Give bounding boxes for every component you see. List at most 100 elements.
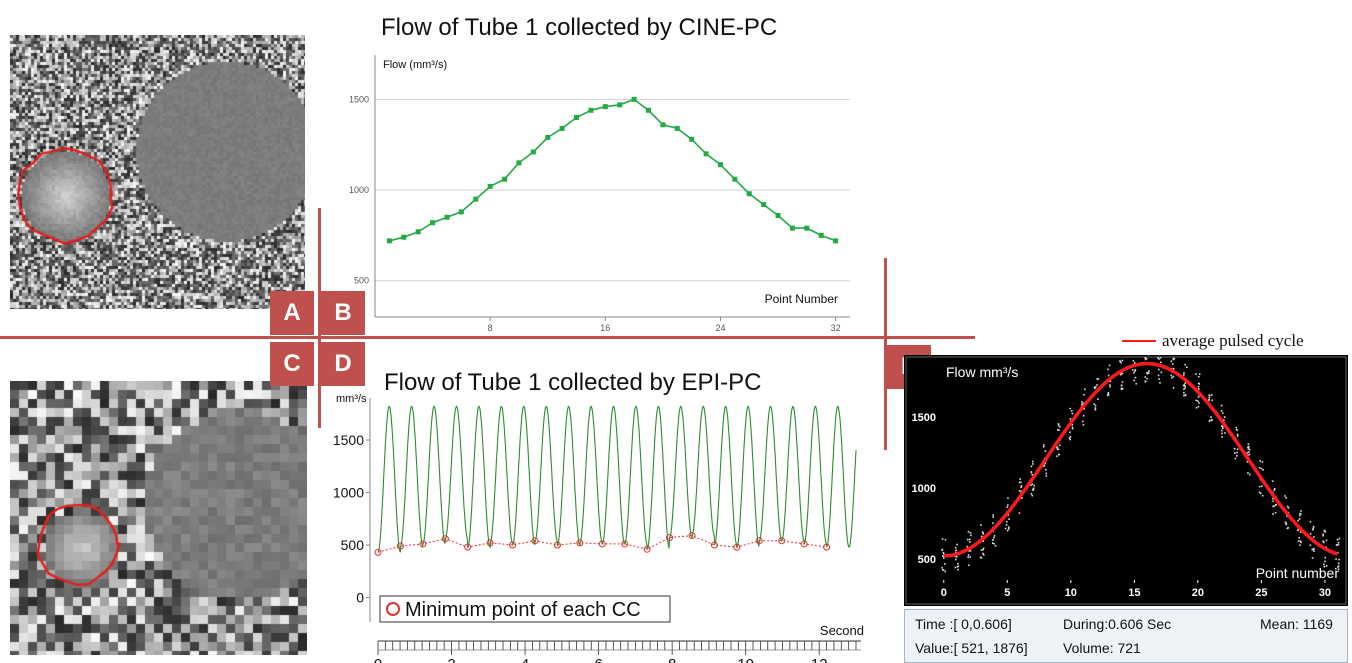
scatter-point (1195, 406, 1198, 409)
scatter-point (1246, 460, 1249, 463)
scatter-point (1059, 444, 1061, 447)
data-point (746, 191, 752, 197)
scatter-point (1262, 469, 1264, 471)
data-point (502, 176, 508, 182)
scatter-point (1285, 497, 1288, 499)
scatter-point (968, 564, 970, 567)
scatter-point (956, 543, 958, 546)
scatter-point (1338, 537, 1341, 540)
mri-image-a (10, 35, 305, 309)
scatter-point (1134, 370, 1136, 372)
scatter-point (957, 562, 959, 565)
scatter-point (1184, 387, 1186, 389)
scatter-point (992, 522, 994, 524)
data-point (386, 238, 392, 244)
scatter-point (1172, 363, 1174, 365)
scatter-point (1236, 448, 1239, 451)
scatter-point (1335, 558, 1337, 560)
scatter-point (1211, 399, 1213, 402)
scatter-point (991, 539, 994, 541)
data-point (602, 104, 608, 110)
scatter-point (1032, 489, 1035, 491)
scatter-point (1106, 394, 1109, 397)
x-axis-label: Point Number (765, 292, 838, 306)
scatter-point (1170, 376, 1173, 379)
scatter-point (941, 555, 944, 557)
scatter-point (1058, 453, 1060, 456)
min-point-marker (733, 543, 741, 551)
scatter-point (1324, 531, 1327, 533)
scatter-point (982, 532, 985, 535)
min-point-marker (486, 539, 494, 547)
scatter-point (991, 542, 994, 544)
scatter-point (968, 538, 971, 541)
scatter-point (1285, 522, 1288, 525)
scatter-point (1197, 385, 1200, 388)
scatter-point (980, 549, 983, 551)
x-tick-label: 4 (521, 656, 529, 663)
scatter-point (1020, 486, 1022, 489)
data-point (674, 125, 680, 131)
scatter-point (1311, 548, 1314, 551)
scatter-point (955, 549, 957, 552)
scatter-point (1261, 461, 1264, 463)
scatter-point (1272, 497, 1274, 500)
scatter-point (1312, 525, 1315, 528)
data-point (530, 149, 536, 155)
min-point-marker (374, 548, 382, 556)
scatter-point (1311, 557, 1314, 559)
scatter-point (1081, 401, 1083, 403)
scatter-point (954, 566, 957, 569)
data-point (703, 151, 709, 157)
scatter-point (1071, 423, 1074, 426)
chart-b-title: Flow of Tube 1 collected by CINE-PC (381, 14, 778, 41)
scatter-point (1121, 372, 1124, 375)
scatter-point (967, 556, 969, 559)
scatter-point (1097, 398, 1099, 400)
min-point-marker (621, 540, 629, 548)
scatter-point (1221, 432, 1223, 435)
scatter-point (1183, 374, 1185, 376)
scatter-point (1007, 527, 1010, 530)
x-tick-label: 16 (600, 323, 610, 333)
scatter-point (1032, 487, 1035, 490)
scatter-point (1198, 373, 1201, 375)
panel-label-b: B (321, 291, 365, 335)
scatter-point (1183, 394, 1185, 397)
scatter-point (1286, 505, 1289, 508)
scatter-point (1158, 358, 1160, 360)
status-volume: Volume: 721 (1063, 640, 1141, 656)
scatter-point (1299, 513, 1302, 515)
scatter-point (1184, 394, 1187, 397)
scatter-point (1261, 494, 1264, 497)
min-point-marker (441, 535, 449, 543)
divider-vertical-right (884, 258, 887, 450)
scatter-point (1195, 399, 1197, 402)
scatter-point (1337, 562, 1340, 565)
y-tick-label: 1000 (333, 485, 364, 501)
y-axis-label: Flow (mm³/s) (383, 59, 447, 71)
scatter-point (1109, 384, 1111, 386)
scatter-point (942, 551, 945, 554)
scatter-point (968, 541, 971, 543)
scatter-point (1094, 386, 1097, 388)
scatter-point (955, 558, 957, 561)
scatter-point (1184, 382, 1186, 385)
scatter-point (1208, 396, 1211, 399)
scatter-point (1018, 512, 1021, 514)
scatter-point (1069, 418, 1072, 420)
scatter-point (1107, 393, 1110, 396)
x-tick-label: 32 (831, 323, 841, 333)
scatter-point (1147, 372, 1150, 374)
min-point-marker (464, 543, 472, 551)
scatter-point (1299, 514, 1301, 517)
min-point-marker (396, 542, 404, 550)
scatter-point (955, 551, 957, 554)
legend-label: average pulsed cycle (1162, 331, 1304, 350)
scatter-point (1081, 402, 1084, 405)
scatter-point (993, 535, 996, 537)
scatter-point (1208, 394, 1210, 397)
scatter-point (982, 552, 984, 555)
scatter-point (1172, 357, 1175, 360)
scatter-point (1030, 465, 1033, 468)
